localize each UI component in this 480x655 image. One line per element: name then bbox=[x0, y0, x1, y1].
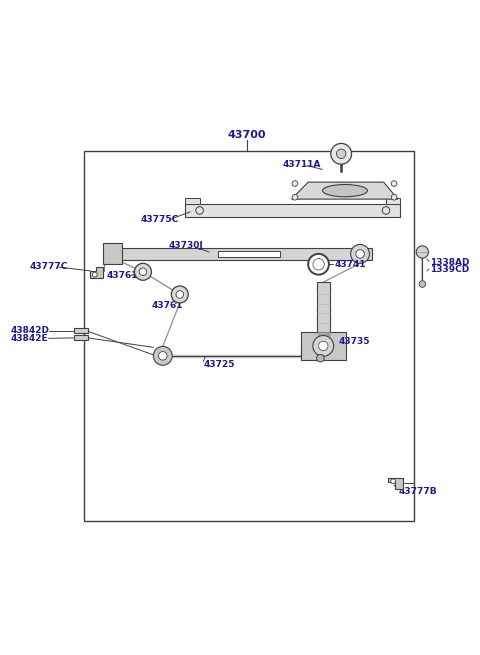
Circle shape bbox=[313, 259, 324, 270]
Bar bbox=[73, 328, 88, 333]
Circle shape bbox=[134, 263, 152, 280]
Bar bbox=[317, 282, 330, 333]
Bar bbox=[73, 335, 88, 340]
Circle shape bbox=[319, 341, 328, 350]
Text: 1339CD: 1339CD bbox=[430, 265, 469, 274]
Text: 1338AD: 1338AD bbox=[430, 258, 469, 267]
Bar bbox=[300, 332, 346, 360]
Bar bbox=[323, 331, 324, 335]
Bar bbox=[318, 331, 319, 335]
Circle shape bbox=[336, 149, 346, 159]
Bar bbox=[322, 331, 323, 335]
Text: 43725: 43725 bbox=[204, 360, 235, 369]
Text: 43842D: 43842D bbox=[11, 326, 50, 335]
Circle shape bbox=[317, 354, 324, 362]
Circle shape bbox=[153, 346, 172, 365]
Text: 43777B: 43777B bbox=[399, 487, 437, 496]
Circle shape bbox=[158, 352, 167, 360]
Circle shape bbox=[292, 181, 298, 187]
Bar bbox=[329, 331, 330, 335]
Circle shape bbox=[416, 246, 429, 258]
Circle shape bbox=[391, 181, 397, 187]
Text: 43711A: 43711A bbox=[282, 160, 321, 169]
Circle shape bbox=[313, 335, 334, 356]
Text: 43735: 43735 bbox=[339, 337, 371, 346]
Circle shape bbox=[331, 143, 351, 164]
Text: 43761: 43761 bbox=[106, 271, 138, 280]
Ellipse shape bbox=[323, 185, 367, 196]
Circle shape bbox=[171, 286, 188, 303]
Polygon shape bbox=[292, 182, 398, 199]
Circle shape bbox=[391, 479, 396, 483]
Polygon shape bbox=[185, 198, 200, 204]
Text: 43700: 43700 bbox=[228, 130, 266, 140]
Polygon shape bbox=[103, 244, 122, 264]
Bar bbox=[320, 331, 321, 335]
Circle shape bbox=[419, 281, 426, 288]
Circle shape bbox=[350, 244, 370, 263]
Polygon shape bbox=[386, 198, 400, 204]
Circle shape bbox=[93, 272, 97, 277]
Circle shape bbox=[176, 291, 183, 298]
Text: 43741: 43741 bbox=[334, 260, 366, 269]
Bar bbox=[327, 331, 328, 335]
Circle shape bbox=[391, 195, 397, 200]
Polygon shape bbox=[388, 477, 404, 489]
Text: 43775C: 43775C bbox=[141, 215, 179, 225]
Circle shape bbox=[356, 250, 364, 258]
Bar bbox=[325, 331, 326, 335]
Polygon shape bbox=[90, 267, 103, 278]
Circle shape bbox=[308, 254, 329, 274]
Circle shape bbox=[139, 268, 147, 276]
Circle shape bbox=[382, 207, 390, 214]
Polygon shape bbox=[185, 204, 400, 217]
Text: 43730J: 43730J bbox=[169, 241, 204, 250]
Bar bbox=[218, 251, 280, 257]
Bar bbox=[84, 151, 414, 521]
Circle shape bbox=[292, 195, 298, 200]
Bar bbox=[117, 248, 372, 259]
Text: 43761: 43761 bbox=[152, 301, 183, 310]
Text: 43777C: 43777C bbox=[30, 261, 68, 271]
Text: 43842E: 43842E bbox=[11, 334, 48, 343]
Circle shape bbox=[196, 207, 204, 214]
